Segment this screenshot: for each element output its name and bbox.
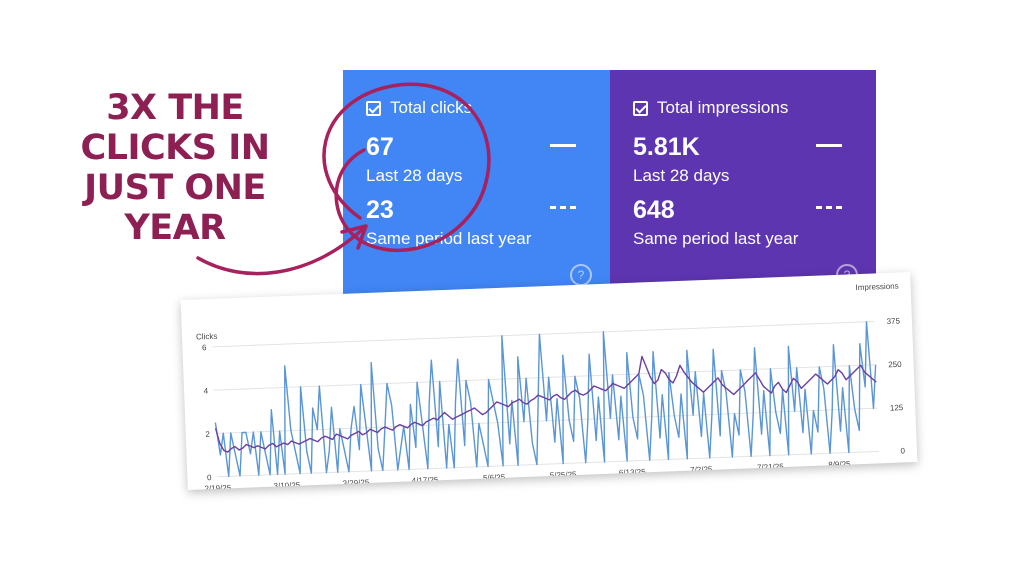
- right-axis-ticks: 0 125 250 375: [886, 316, 905, 455]
- total-impressions-toggle[interactable]: Total impressions: [633, 98, 788, 118]
- x-tick-label: 5/25/25: [550, 470, 578, 480]
- left-tick-label: 6: [202, 343, 207, 352]
- x-tick-label: 5/6/25: [483, 473, 506, 483]
- headline-line-4: YEAR: [124, 208, 226, 248]
- performance-chart-panel: Clicks Impressions 0 2 4 6 0 125 250 375 2/19/…: [180, 272, 918, 490]
- total-impressions-card[interactable]: Total impressions 5.81K Last 28 days 648…: [610, 70, 876, 300]
- left-tick-label: 4: [204, 386, 209, 395]
- headline-line-3: JUST ONE: [84, 168, 266, 208]
- impressions-previous-value: 648: [633, 196, 675, 224]
- left-tick-label: 2: [205, 430, 210, 439]
- right-tick-label: 0: [900, 446, 905, 455]
- right-axis-title: Impressions: [855, 282, 898, 293]
- checkbox-checked-icon[interactable]: [633, 100, 648, 116]
- clicks-current-label: Last 28 days: [366, 166, 463, 185]
- headline-line-2: CLICKS IN: [80, 128, 270, 168]
- impressions-current-value: 5.81K: [633, 133, 700, 161]
- solid-line-legend-icon: [550, 144, 576, 147]
- x-tick-label: 3/29/25: [342, 478, 370, 488]
- gridline: [214, 364, 876, 391]
- x-tick-label: 4/17/25: [412, 475, 440, 485]
- x-tick-label: 2/19/25: [204, 483, 232, 490]
- total-clicks-toggle[interactable]: Total clicks: [366, 98, 472, 118]
- clicks-previous-label: Same period last year: [366, 229, 532, 248]
- solid-line-legend-icon: [816, 144, 842, 147]
- dashed-line-legend-icon: [550, 206, 576, 209]
- gridline: [217, 450, 879, 478]
- right-tick-label: 250: [888, 360, 902, 370]
- series-line-clicks: [214, 321, 877, 478]
- performance-chart[interactable]: Clicks Impressions 0 2 4 6 0 125 250 375 2/19/…: [181, 272, 918, 490]
- clicks-previous-value: 23: [366, 196, 394, 224]
- checkbox-checked-icon[interactable]: [366, 100, 381, 116]
- total-clicks-card[interactable]: Total clicks 67 Last 28 days 23 Same per…: [343, 70, 610, 300]
- impressions-current-label: Last 28 days: [633, 166, 730, 185]
- gridline: [212, 320, 874, 348]
- dashed-line-legend-icon: [816, 206, 842, 209]
- x-tick-label: 8/9/25: [828, 459, 851, 469]
- headline: 3X THE CLICKS IN JUST ONE YEAR: [70, 88, 280, 248]
- impressions-previous-label: Same period last year: [633, 229, 799, 248]
- help-icon[interactable]: ?: [570, 264, 592, 286]
- x-axis-ticks: 2/19/25 3/10/25 3/29/25 4/17/25 5/6/25 5/25/2…: [204, 459, 851, 489]
- left-axis-ticks: 0 2 4 6: [202, 343, 212, 482]
- series-line-impressions: [214, 355, 877, 453]
- total-impressions-title: Total impressions: [657, 98, 789, 117]
- x-tick-label: 7/21/25: [757, 462, 785, 472]
- chart-series: [214, 321, 877, 478]
- total-clicks-title: Total clicks: [390, 98, 473, 117]
- right-tick-label: 125: [890, 403, 904, 413]
- left-axis-title: Clicks: [196, 332, 218, 342]
- x-tick-label: 3/10/25: [273, 481, 301, 490]
- x-tick-label: 6/13/25: [619, 467, 647, 477]
- right-tick-label: 375: [886, 316, 900, 326]
- x-tick-label: 7/2/25: [690, 465, 713, 475]
- clicks-current-value: 67: [366, 133, 394, 161]
- headline-line-1: 3X THE: [106, 88, 244, 128]
- left-tick-label: 0: [207, 473, 212, 482]
